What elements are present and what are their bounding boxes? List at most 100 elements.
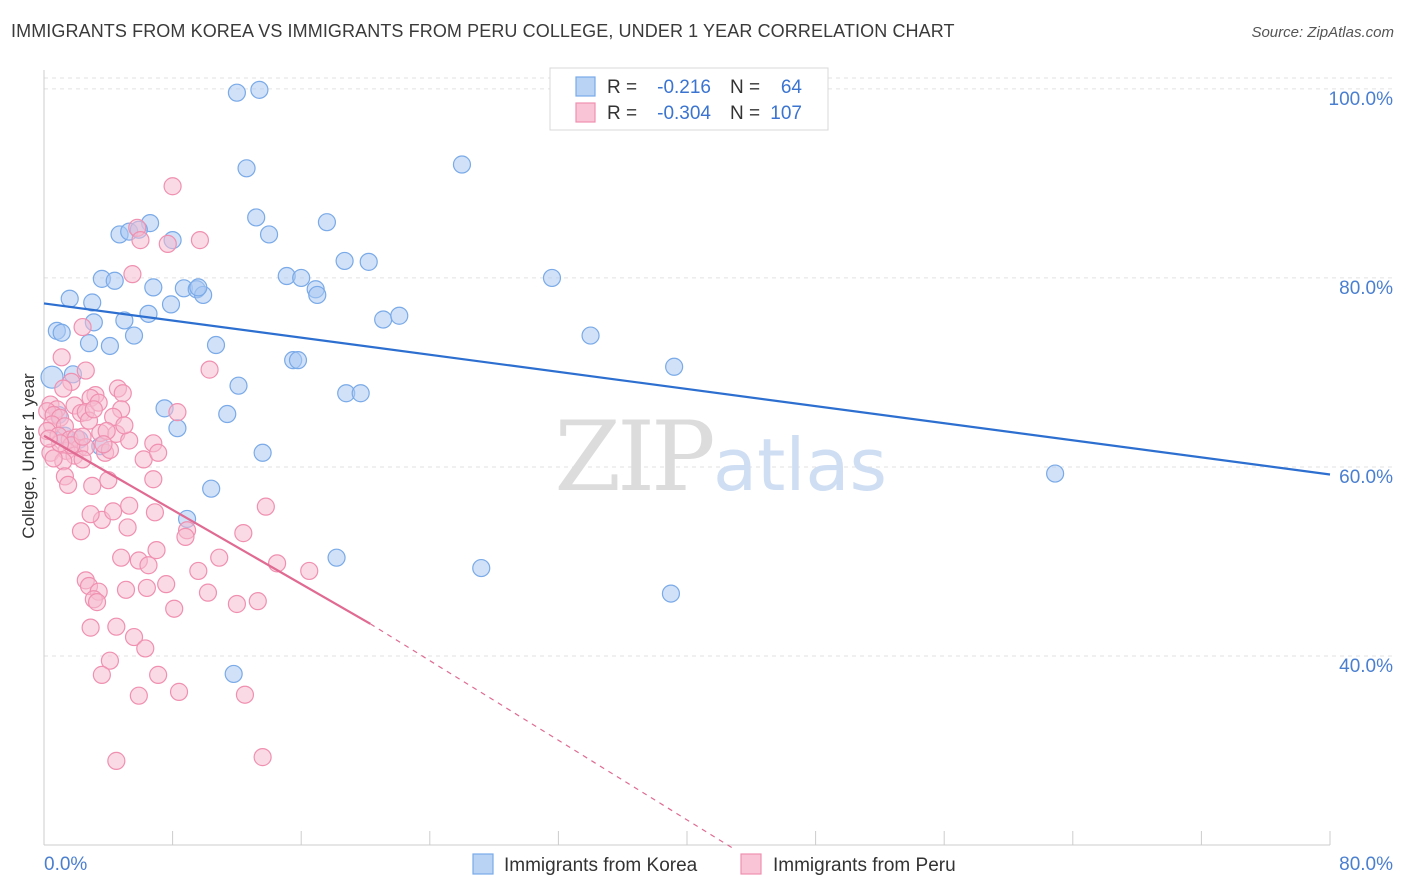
peru-point (129, 686, 148, 705)
peru-point (300, 561, 319, 581)
korea-point (259, 225, 279, 244)
peru-point (73, 317, 92, 337)
y-axis-label: College, Under 1 year (19, 373, 38, 539)
korea-point (542, 268, 562, 288)
korea-point (317, 213, 337, 232)
korea-point (202, 479, 221, 498)
peru-point (116, 580, 136, 599)
korea-point (472, 558, 491, 578)
korea-point (224, 664, 243, 684)
korea-point (161, 295, 181, 314)
peru-point (118, 518, 137, 537)
korea-point (359, 252, 378, 271)
korea-point (227, 83, 246, 102)
korea-point (374, 310, 393, 329)
korea-point (253, 443, 272, 462)
korea-point (581, 326, 600, 345)
peru-point (123, 265, 142, 284)
peru-point (83, 476, 102, 495)
peru-point (99, 471, 118, 490)
korea-point (292, 268, 311, 288)
korea-point (139, 304, 158, 323)
legend-n-value-korea: 64 (781, 77, 803, 98)
peru-point (234, 524, 253, 543)
legend-swatch-peru (575, 102, 596, 123)
source-label: Source: ZipAtlas.com (1251, 24, 1394, 41)
peru-point (107, 751, 126, 770)
peru-point (235, 685, 255, 704)
chart-title: IMMIGRANTS FROM KOREA VS IMMIGRANTS FROM… (11, 21, 955, 41)
peru-point (112, 548, 131, 567)
x-tick-label-max: 80.0% (1339, 854, 1393, 875)
korea-trend-line (43, 302, 1331, 476)
y-tick-label-0: 100.0% (1329, 89, 1394, 110)
korea-point (327, 548, 346, 567)
korea-point (105, 271, 124, 290)
peru-point (253, 748, 272, 767)
peru-point (131, 231, 150, 250)
peru-point (149, 665, 168, 684)
peru-point (44, 449, 63, 468)
korea-point (1046, 464, 1065, 483)
peru-point (139, 556, 158, 575)
korea-point (115, 311, 134, 330)
peru-point (169, 682, 189, 701)
korea-point (661, 584, 681, 603)
peru-point (210, 548, 229, 567)
korea-point (250, 80, 269, 99)
data-points (38, 80, 1065, 770)
peru-point (76, 361, 95, 380)
peru-point (227, 594, 246, 614)
peru-point (107, 617, 126, 636)
bottom-legend-swatch-peru (740, 853, 762, 875)
peru-point (136, 639, 155, 658)
peru-point (163, 177, 182, 196)
legend-r-label-korea: R = (607, 77, 637, 98)
korea-point (60, 289, 79, 308)
peru-point (190, 231, 210, 250)
korea-point (308, 285, 327, 305)
trend-lines (43, 302, 1331, 851)
peru-point (120, 496, 139, 515)
peru-point (144, 470, 163, 489)
korea-point (79, 334, 99, 353)
x-tick-label-min: 0.0% (44, 854, 87, 875)
korea-point (189, 278, 208, 297)
legend-n-label-peru: N = (730, 103, 760, 124)
legend-swatch-korea (575, 76, 596, 97)
peru-point (120, 431, 139, 450)
korea-point (237, 159, 256, 178)
watermark-atlas: atlas (713, 423, 887, 507)
peru-point (149, 443, 168, 462)
peru-point (81, 505, 100, 524)
y-tick-label-2: 60.0% (1339, 467, 1393, 488)
peru-point (158, 234, 177, 254)
peru-point (104, 502, 123, 521)
peru-trend-extension (370, 623, 736, 851)
korea-point (52, 323, 71, 342)
peru-point (59, 475, 78, 495)
korea-point (83, 293, 102, 312)
legend-n-value-peru: 107 (770, 103, 802, 124)
bottom-legend-label-peru: Immigrants from Peru (773, 855, 956, 876)
korea-point (351, 384, 370, 403)
peru-point (147, 541, 166, 560)
peru-point (198, 583, 218, 602)
korea-point (288, 351, 308, 370)
legend-r-label-peru: R = (607, 103, 637, 124)
peru-point (84, 400, 103, 419)
korea-point (144, 278, 163, 297)
korea-point (100, 336, 120, 356)
peru-point (113, 384, 132, 403)
korea-point (335, 251, 354, 271)
korea-point (247, 208, 266, 227)
korea-point (218, 404, 237, 424)
peru-point (87, 593, 107, 612)
korea-point (206, 335, 226, 355)
peru-point (81, 618, 100, 637)
peru-point (94, 435, 113, 454)
watermark-zip: ZIP (554, 401, 713, 513)
peru-point (200, 360, 219, 379)
peru-point (189, 561, 208, 581)
peru-point (71, 522, 91, 541)
